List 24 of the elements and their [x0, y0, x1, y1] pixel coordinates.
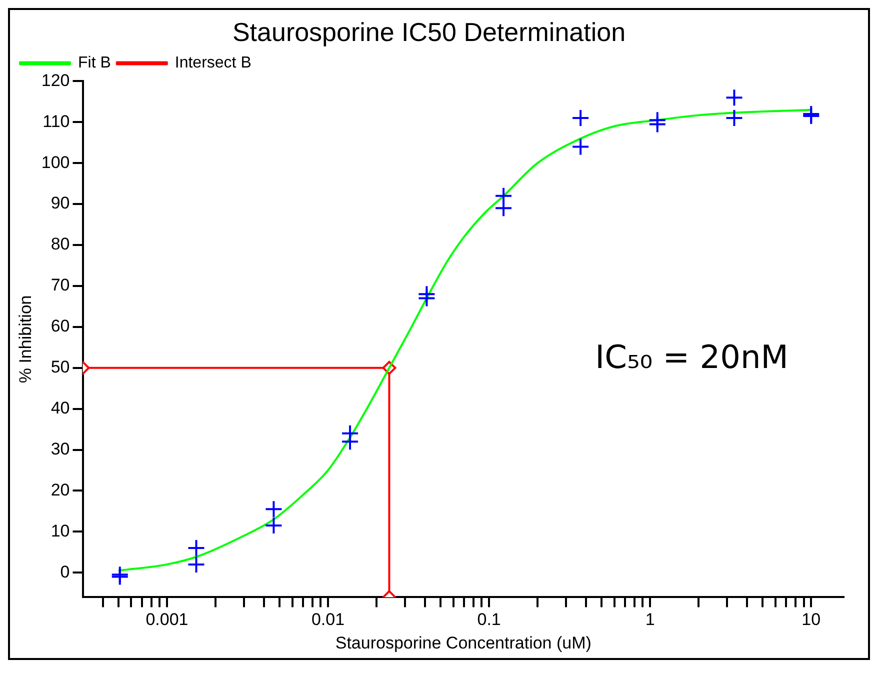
y-tick-label: 120: [41, 70, 70, 90]
y-tick-label: 30: [50, 439, 70, 458]
y-tick-label: 20: [50, 480, 70, 500]
y-tick-label: 10: [50, 521, 70, 540]
y-tick-label: 80: [50, 234, 70, 254]
x-axis-title: Staurosporine Concentration (uM): [335, 633, 592, 652]
y-tick-label: 70: [50, 276, 70, 295]
annotation: IC₅₀ = 20nM: [595, 338, 788, 376]
y-tick-label: 110: [42, 112, 70, 131]
x-tick-label: 1: [645, 610, 655, 630]
y-tick-label: 60: [50, 316, 70, 336]
x-tick-label: 0.001: [146, 610, 188, 630]
x-tick-label: 10: [802, 610, 821, 630]
legend-label: Intersect B: [174, 54, 252, 72]
y-tick-label: 90: [50, 194, 70, 213]
y-tick-label: 0: [60, 562, 70, 582]
chart-title: Staurosporine IC50 Determination: [232, 16, 626, 47]
y-tick-label: 50: [50, 358, 70, 377]
legend-label: Fit B: [78, 54, 111, 72]
y-tick-label: 40: [50, 398, 70, 418]
x-tick-label: 0.1: [477, 610, 501, 630]
x-tick-label: 0.01: [311, 610, 345, 630]
y-axis-title: % Inhibition: [16, 295, 35, 384]
y-tick-label: 100: [41, 152, 70, 172]
